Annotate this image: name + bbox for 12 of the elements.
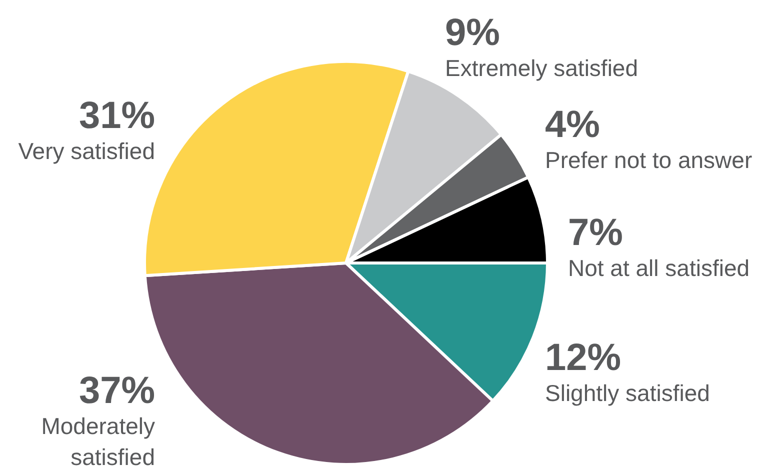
slice-label: Moderately satisfied (41, 413, 156, 468)
data-label: 37% (78, 370, 155, 412)
data-label: 4% (545, 104, 600, 146)
data-label: 9% (445, 12, 500, 54)
slice-label: Very satisfied (18, 138, 155, 164)
slice-label: Not at all satisfied (568, 255, 750, 281)
slice-label: Prefer not to answer (545, 147, 752, 173)
slice-label: Extremely satisfied (445, 55, 638, 81)
data-label: 12% (545, 337, 622, 379)
data-label: 7% (568, 212, 623, 254)
slice-label: Slightly satisfied (545, 380, 710, 406)
data-label: 31% (78, 95, 155, 137)
